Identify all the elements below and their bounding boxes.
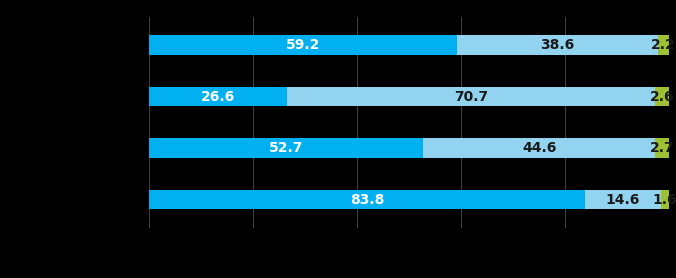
Bar [655, 87, 669, 106]
Bar [149, 87, 287, 106]
Bar [585, 190, 661, 209]
Bar [149, 138, 423, 158]
Text: 44.6: 44.6 [522, 141, 556, 155]
Text: 14.6: 14.6 [606, 193, 640, 207]
Bar [287, 87, 655, 106]
Text: 2.2: 2.2 [651, 38, 676, 52]
Bar [658, 35, 669, 55]
Text: 83.8: 83.8 [349, 193, 384, 207]
Text: 59.2: 59.2 [285, 38, 320, 52]
Text: 2.7: 2.7 [650, 141, 675, 155]
Bar [655, 138, 669, 158]
Text: 2.6: 2.6 [650, 90, 674, 103]
Bar [457, 35, 658, 55]
Text: 26.6: 26.6 [201, 90, 235, 103]
Text: 70.7: 70.7 [454, 90, 488, 103]
Bar [661, 190, 669, 209]
Text: 1.6: 1.6 [653, 193, 676, 207]
Text: 38.6: 38.6 [540, 38, 575, 52]
Bar [149, 35, 457, 55]
Text: 52.7: 52.7 [268, 141, 303, 155]
Bar [423, 138, 655, 158]
Bar [149, 190, 585, 209]
